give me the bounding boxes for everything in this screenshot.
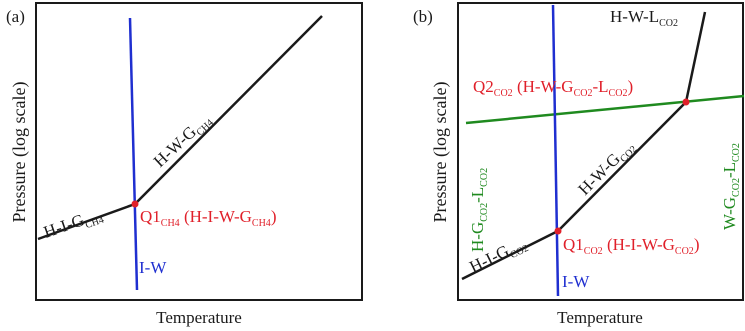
panel-a-y-axis-label: Pressure (log scale) <box>9 82 30 223</box>
panel-b-tag: (b) <box>413 7 433 26</box>
panel-a: (a) Pressure (log scale) Temperature H-I… <box>6 2 363 327</box>
panel-a-q1-label: Q1CH4 (H-I-W-GCH4) <box>140 207 276 229</box>
panel-b-hwg-curve <box>557 101 687 232</box>
panel-b-hwl-label: H-W-LCO2 <box>610 7 678 29</box>
panel-a-frame <box>35 2 363 301</box>
panel-b-x-axis-label: Temperature <box>557 308 643 327</box>
panel-b-hgl-curve <box>465 94 745 125</box>
panel-a-hwg-curve <box>134 15 323 205</box>
panel-b-hwl-curve <box>684 11 707 103</box>
panel-a-hwg-label: H-W-GCH4 <box>150 109 216 173</box>
panel-a-iw-label: I-W <box>139 258 167 277</box>
panel-b-q1-label: Q1CO2 (H-I-W-GCO2) <box>563 235 699 257</box>
panel-b-hgl-label: H-GCO2-LCO2 <box>468 168 490 252</box>
panel-a-hig-curve <box>37 202 136 241</box>
panel-b-hig-curve <box>461 229 559 281</box>
panel-a-q1-point <box>131 200 139 208</box>
panel-b-q2-point <box>682 98 690 106</box>
panel-a-tag: (a) <box>6 7 25 26</box>
panel-a-hig-label: H-I-GCH4 <box>41 204 105 244</box>
panel-b-iw-label: I-W <box>562 272 590 291</box>
panel-b-wgl-label: W-GCO2-LCO2 <box>720 143 742 230</box>
panel-b-iw-curve <box>551 4 560 297</box>
panel-b-y-axis-label: Pressure (log scale) <box>430 82 451 223</box>
panel-b-q2-label: Q2CO2 (H-W-GCO2-LCO2) <box>473 77 633 99</box>
panel-b-q1-point <box>554 227 562 235</box>
panel-b-frame <box>457 2 744 301</box>
panel-a-iw-curve <box>128 17 139 291</box>
panel-b-hwg-label: H-W-GCO2 <box>574 136 639 201</box>
panel-b: (b) Pressure (log scale) Temperature H-W… <box>413 2 745 327</box>
panel-a-x-axis-label: Temperature <box>156 308 242 327</box>
